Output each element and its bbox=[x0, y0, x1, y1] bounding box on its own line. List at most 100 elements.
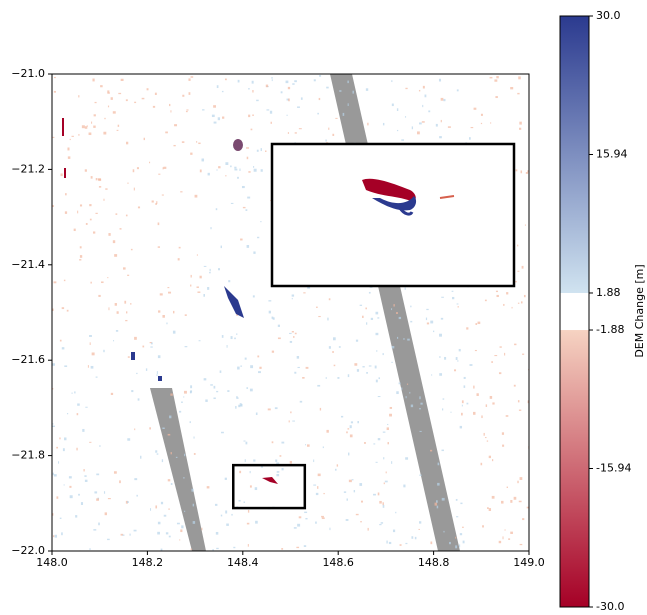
speckle bbox=[346, 431, 348, 434]
speckle bbox=[421, 121, 425, 123]
speckle bbox=[503, 303, 505, 306]
speckle bbox=[466, 402, 469, 405]
speckle bbox=[233, 546, 236, 549]
speckle bbox=[480, 113, 483, 116]
speckle bbox=[442, 408, 444, 411]
speckle bbox=[456, 516, 459, 518]
speckle bbox=[75, 515, 78, 518]
speckle bbox=[247, 544, 249, 547]
speckle bbox=[517, 302, 520, 304]
speckle bbox=[95, 376, 98, 378]
speckle bbox=[93, 125, 96, 128]
speckle bbox=[162, 427, 165, 430]
speckle bbox=[131, 390, 134, 393]
speckle bbox=[348, 452, 350, 456]
speckle bbox=[293, 527, 297, 529]
speckle bbox=[167, 433, 171, 436]
speckle bbox=[508, 538, 511, 540]
speckle bbox=[190, 284, 192, 287]
colorbar-tick-label: 30.0 bbox=[596, 9, 621, 22]
speckle bbox=[103, 198, 105, 201]
speckle bbox=[378, 377, 380, 380]
speckle bbox=[459, 425, 463, 429]
speckle bbox=[517, 270, 520, 272]
speckle bbox=[238, 404, 241, 408]
speckle bbox=[349, 434, 353, 438]
speckle bbox=[178, 246, 181, 249]
speckle bbox=[384, 480, 388, 483]
speckle bbox=[342, 112, 345, 116]
speckle bbox=[256, 149, 259, 152]
speckle bbox=[419, 474, 422, 476]
speckle bbox=[165, 131, 168, 134]
speckle bbox=[461, 404, 463, 407]
speckle bbox=[134, 428, 136, 431]
speckle bbox=[346, 498, 348, 501]
speckle bbox=[188, 92, 191, 95]
speckle bbox=[89, 441, 92, 443]
speckle bbox=[375, 332, 379, 336]
speckle bbox=[82, 428, 85, 432]
speckle bbox=[240, 238, 243, 241]
speckle bbox=[130, 303, 132, 305]
speckle bbox=[338, 346, 341, 348]
inset bbox=[270, 142, 516, 288]
speckle bbox=[417, 131, 420, 135]
speckle bbox=[98, 178, 102, 182]
speckle bbox=[53, 535, 55, 538]
speckle bbox=[167, 287, 170, 289]
speckle bbox=[519, 543, 523, 546]
speckle bbox=[401, 139, 405, 141]
speckle bbox=[214, 503, 218, 506]
speckle bbox=[260, 465, 264, 468]
speckle bbox=[271, 77, 273, 79]
speckle bbox=[281, 467, 284, 471]
speckle bbox=[519, 477, 523, 480]
speckle bbox=[498, 540, 502, 544]
speckle bbox=[103, 131, 107, 135]
speckle bbox=[502, 536, 504, 540]
speckle bbox=[297, 106, 300, 108]
speckle bbox=[410, 320, 413, 323]
speckle bbox=[250, 365, 254, 369]
speckle bbox=[73, 228, 76, 232]
speckle bbox=[173, 310, 175, 314]
speckle bbox=[379, 500, 382, 504]
speckle bbox=[89, 342, 91, 346]
speckle bbox=[248, 171, 251, 173]
speckle bbox=[332, 351, 334, 353]
speckle bbox=[168, 291, 172, 294]
speckle bbox=[199, 275, 202, 279]
speckle bbox=[145, 368, 148, 371]
speckle bbox=[398, 382, 401, 385]
speckle bbox=[328, 127, 330, 130]
speckle bbox=[269, 110, 273, 114]
speckle bbox=[404, 287, 406, 290]
speckle bbox=[321, 517, 325, 520]
speckle bbox=[89, 548, 91, 550]
speckle bbox=[329, 527, 331, 531]
speckle bbox=[126, 311, 128, 314]
speckle bbox=[143, 137, 145, 141]
speckle bbox=[375, 461, 378, 463]
speckle bbox=[189, 421, 191, 424]
speckle bbox=[386, 540, 388, 544]
speckle bbox=[225, 175, 227, 177]
speckle bbox=[155, 203, 157, 205]
speckle bbox=[292, 83, 295, 85]
speckle bbox=[501, 432, 505, 435]
speckle bbox=[526, 506, 529, 509]
speckle bbox=[244, 459, 246, 462]
speckle bbox=[470, 126, 474, 129]
speckle bbox=[401, 387, 403, 390]
speckle bbox=[242, 206, 246, 209]
speckle bbox=[315, 521, 317, 524]
speckle bbox=[221, 335, 224, 338]
speckle bbox=[94, 101, 97, 104]
speckle bbox=[61, 532, 63, 536]
speckle bbox=[237, 79, 240, 83]
speckle bbox=[305, 366, 309, 369]
speckle bbox=[360, 521, 362, 523]
speckle bbox=[410, 305, 412, 308]
speckle bbox=[156, 201, 158, 204]
